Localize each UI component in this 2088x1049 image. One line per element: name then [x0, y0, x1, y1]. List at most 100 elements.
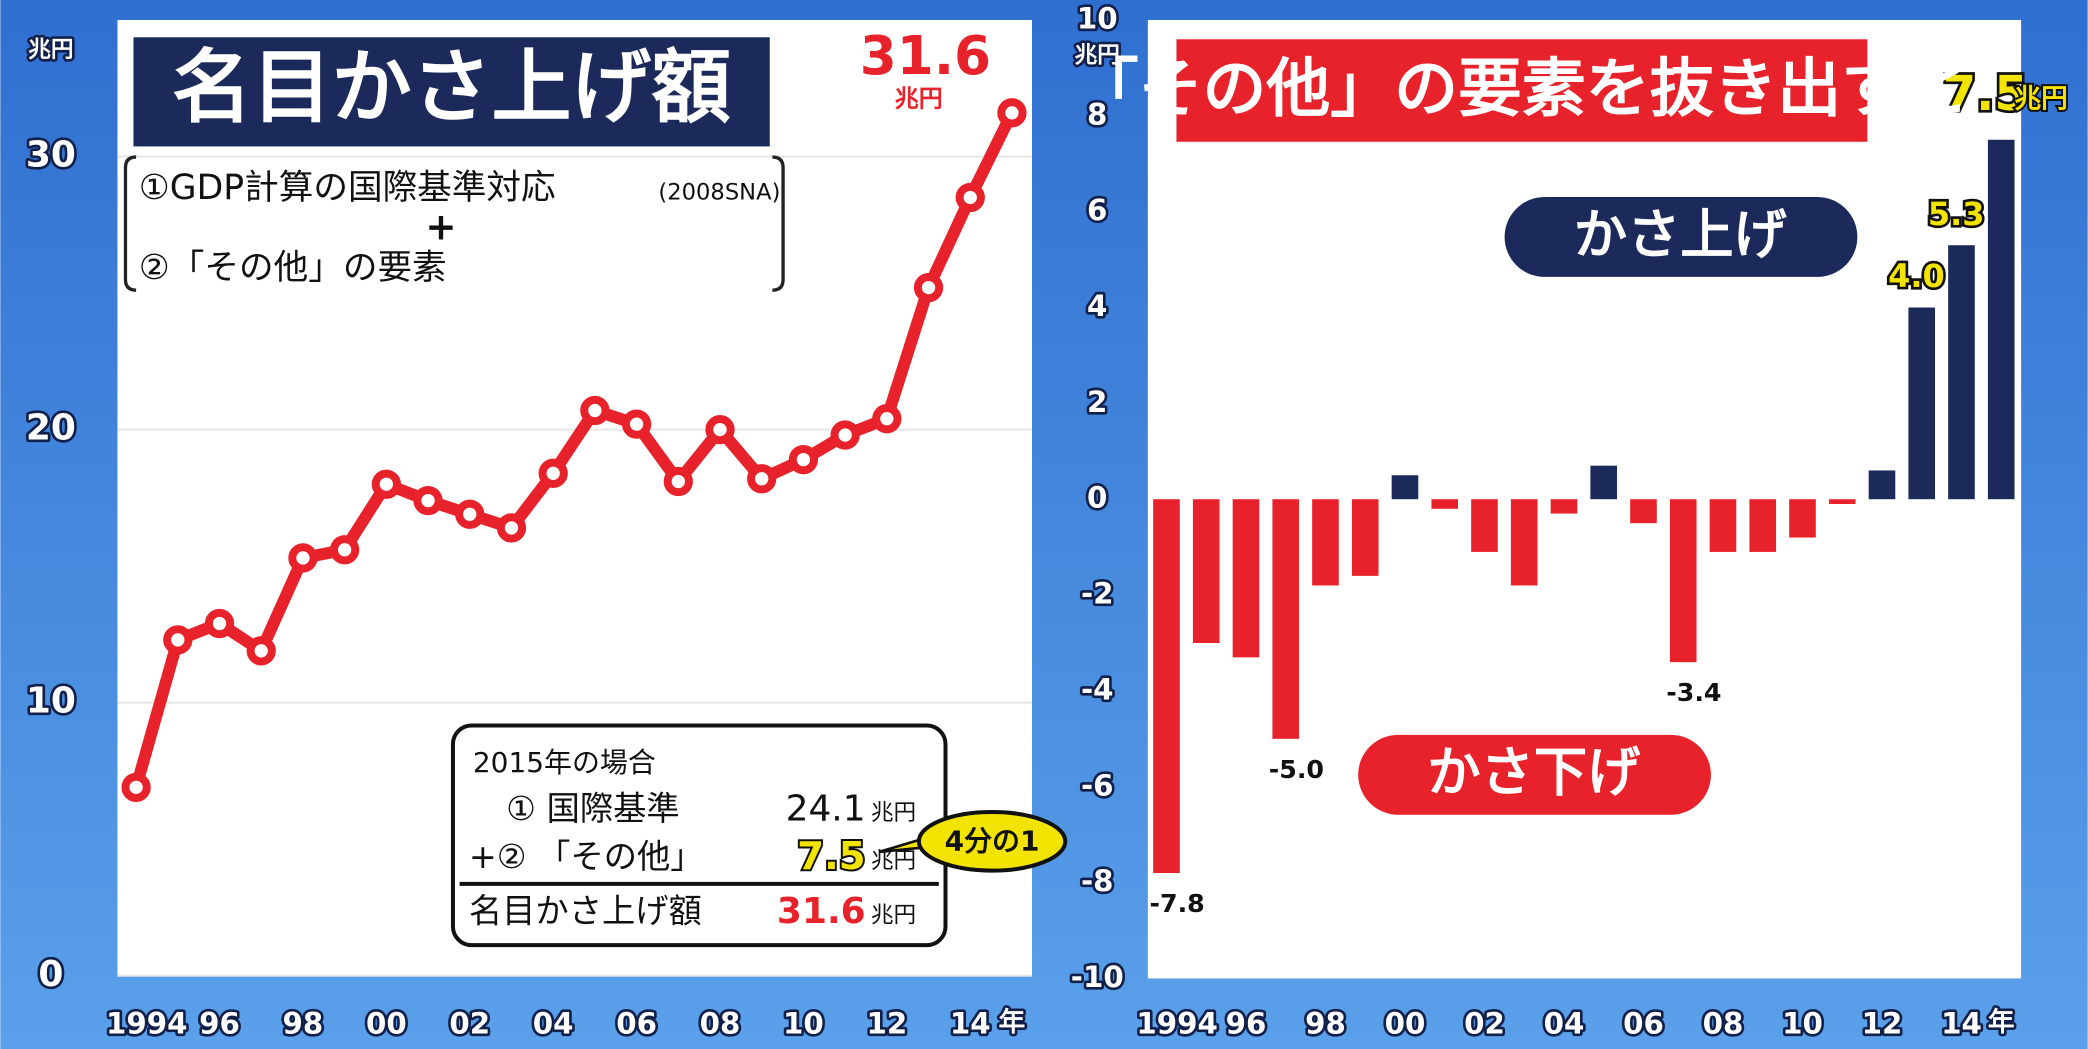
point: [121, 772, 151, 802]
point: [747, 464, 777, 494]
point: [496, 513, 527, 543]
y-tick-label: 10: [26, 681, 76, 722]
y-tick-label: 8: [1087, 97, 1107, 131]
up-label: かさ上げ: [1574, 204, 1788, 266]
y-unit: 兆円: [1075, 42, 1120, 68]
y-tick-label: 4: [1087, 289, 1107, 323]
data-label-unit: 兆円: [2015, 83, 2068, 114]
y-tick-label: -6: [1081, 768, 1114, 802]
inset-value: 24.1: [786, 789, 866, 830]
bar: [1312, 499, 1339, 586]
bar: [1828, 499, 1856, 504]
line: [130, 110, 1018, 789]
point: [371, 469, 401, 499]
x-tick-label: 14: [950, 1007, 991, 1041]
point: [955, 182, 985, 213]
x-tick-label: 00: [366, 1007, 407, 1041]
x-tick-label: 10: [783, 1007, 824, 1041]
inset-value: 31.6: [777, 891, 866, 932]
callout-text: 4分の1: [945, 825, 1040, 858]
bar: [1391, 475, 1419, 500]
chart-title: 名目かさ上げ額: [172, 41, 731, 134]
point: [204, 608, 235, 639]
point: [621, 409, 652, 439]
inset-unit: 兆円: [871, 800, 916, 826]
down-label: かさ下げ: [1427, 742, 1641, 804]
y-tick-label: 0: [38, 954, 63, 995]
point: [830, 420, 860, 450]
y-tick-label: 30: [26, 135, 76, 176]
x-tick-label: 08: [1703, 1007, 1744, 1041]
data-label: 5.3: [1928, 195, 1985, 233]
bar: [1153, 499, 1180, 874]
bar: [1987, 139, 2015, 500]
x-unit: 年: [999, 1007, 1026, 1038]
x-tick-label: 96: [199, 1007, 240, 1041]
bar: [1908, 307, 1936, 500]
data-label: -5.0: [1269, 755, 1324, 784]
point: [538, 458, 568, 488]
bar: [1868, 470, 1896, 500]
x-tick-label: 98: [1305, 1007, 1346, 1041]
y-tick-label: 10: [1077, 1, 1118, 35]
point: [788, 444, 819, 475]
bar: [1789, 499, 1816, 538]
point: [580, 395, 610, 426]
y-unit: 兆円: [28, 37, 73, 63]
x-tick-label: 1994: [106, 1007, 187, 1041]
inset-label: +② 「その他」: [469, 837, 704, 876]
note-line: ①GDP計算の国際基準対応: [139, 168, 556, 208]
note-bracket: [123, 155, 785, 292]
x-tick-label: 06: [616, 1007, 657, 1041]
bar: [1351, 499, 1379, 576]
chart-title: 「その他」の要素を抜き出すと: [1075, 53, 1969, 127]
callout: [916, 810, 1068, 873]
bar: [1709, 499, 1737, 552]
x-tick-label: 96: [1226, 1007, 1267, 1041]
y-tick-label: 6: [1087, 193, 1107, 227]
bar: [1630, 499, 1657, 524]
x-tick-label: 08: [700, 1007, 741, 1041]
point: [413, 485, 443, 516]
inset-unit: 兆円: [871, 902, 916, 928]
bar: [1272, 499, 1300, 739]
x-tick-label: 04: [1544, 1007, 1585, 1041]
bar: [1590, 465, 1618, 500]
data-label: 7.5: [1943, 67, 2028, 122]
title-box: [133, 37, 770, 147]
x-tick-label: 98: [283, 1007, 324, 1041]
down-pill: [1358, 734, 1711, 815]
data-label: 31.6: [860, 25, 991, 87]
inset-value: 7.5: [797, 834, 865, 879]
point: [913, 272, 944, 303]
y-tick-label: 2: [1087, 385, 1107, 419]
point: [997, 98, 1027, 128]
note-line: +: [425, 204, 456, 248]
x-tick-label: 06: [1623, 1007, 1664, 1041]
point: [163, 625, 193, 655]
point: [872, 404, 902, 434]
y-tick-label: 20: [26, 408, 76, 449]
bar: [1948, 245, 1975, 500]
inset-label: ① 国際基準: [506, 789, 679, 828]
inset-unit: 兆円: [871, 848, 916, 874]
point: [246, 636, 276, 666]
point: [455, 499, 485, 529]
y-tick-label: -2: [1081, 577, 1114, 611]
x-tick-label: 12: [866, 1007, 907, 1041]
point: [705, 414, 735, 445]
data-label-unit: 兆円: [895, 85, 943, 113]
x-tick-label: 04: [533, 1007, 574, 1041]
note-line: (2008SNA): [658, 180, 780, 206]
point: [330, 535, 360, 565]
data-label: 4.0: [1888, 257, 1945, 295]
point: [288, 543, 318, 573]
bar: [1669, 499, 1697, 663]
x-tick-label: 02: [1464, 1007, 1505, 1041]
y-tick-label: -8: [1081, 864, 1114, 898]
inset-title: 2015年の場合: [473, 746, 656, 779]
x-tick-label: 1994: [1136, 1007, 1217, 1041]
title-box: [1172, 35, 1872, 146]
y-tick-label: 0: [1087, 481, 1107, 515]
